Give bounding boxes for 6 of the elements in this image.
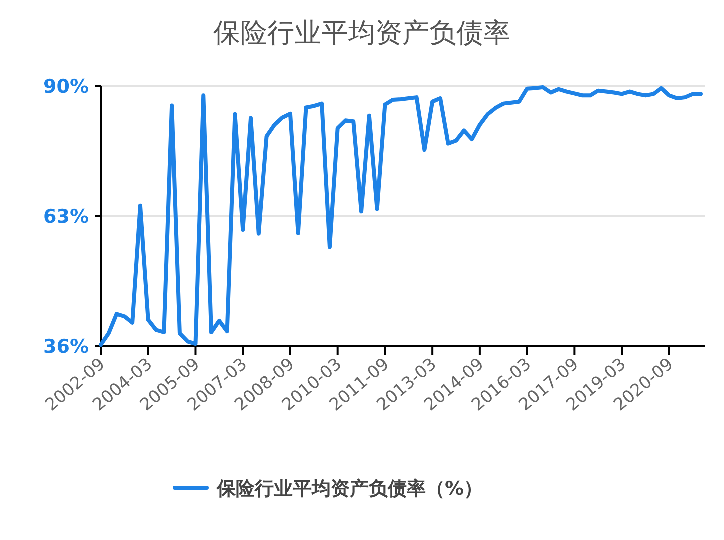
- y-tick-label: 36%: [44, 336, 89, 358]
- y-tick-label: 63%: [44, 206, 89, 228]
- legend-label: 保险行业平均资产负债率（%）: [216, 478, 484, 500]
- y-tick-label: 90%: [44, 76, 89, 98]
- line-series: [99, 85, 703, 348]
- chart-title: 保险行业平均资产负债率: [214, 18, 510, 49]
